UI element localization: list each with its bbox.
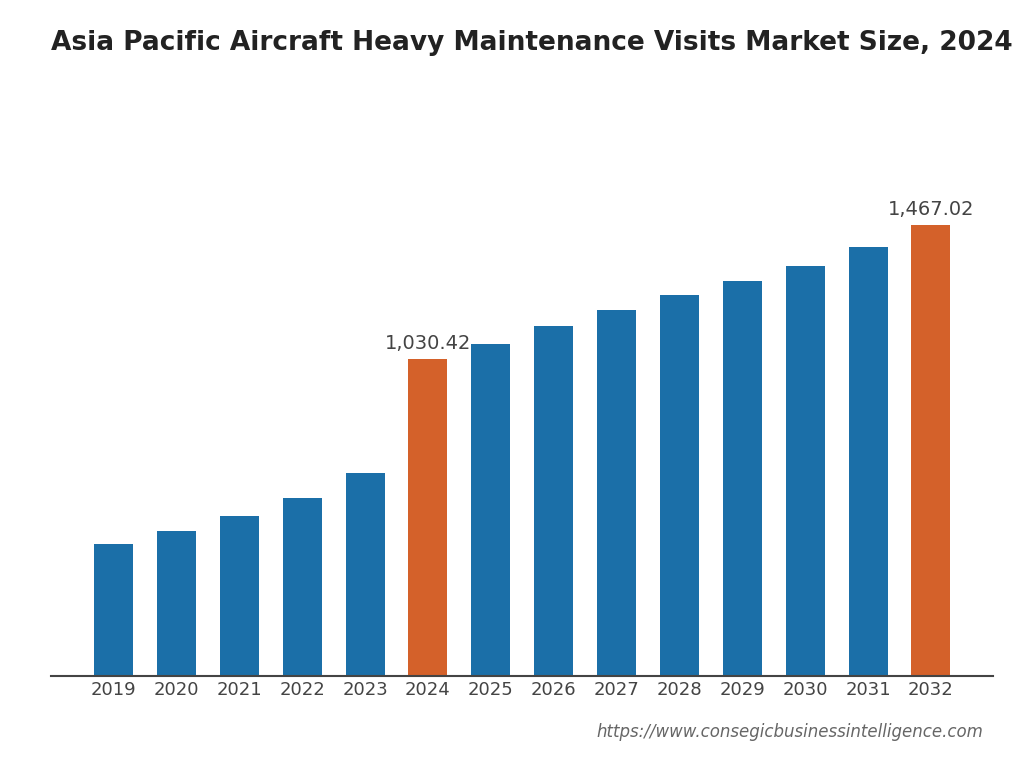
Text: 1,467.02: 1,467.02 xyxy=(888,200,974,219)
Bar xyxy=(535,326,573,676)
Bar xyxy=(849,247,888,676)
Text: https://www.consegicbusinessintelligence.com: https://www.consegicbusinessintelligence… xyxy=(596,723,983,741)
Text: 1,030.42: 1,030.42 xyxy=(385,334,471,353)
Bar xyxy=(283,498,322,676)
Bar xyxy=(911,225,950,676)
Bar xyxy=(345,473,385,676)
Bar xyxy=(659,295,699,676)
Text: Asia Pacific Aircraft Heavy Maintenance Visits Market Size, 2024 (USD Million): Asia Pacific Aircraft Heavy Maintenance … xyxy=(51,31,1024,57)
Bar xyxy=(471,344,510,676)
Bar xyxy=(785,266,824,676)
Bar xyxy=(597,310,636,676)
Bar xyxy=(94,544,133,676)
Bar xyxy=(220,516,259,676)
Bar xyxy=(157,531,196,676)
Bar xyxy=(409,359,447,676)
Bar xyxy=(723,281,762,676)
